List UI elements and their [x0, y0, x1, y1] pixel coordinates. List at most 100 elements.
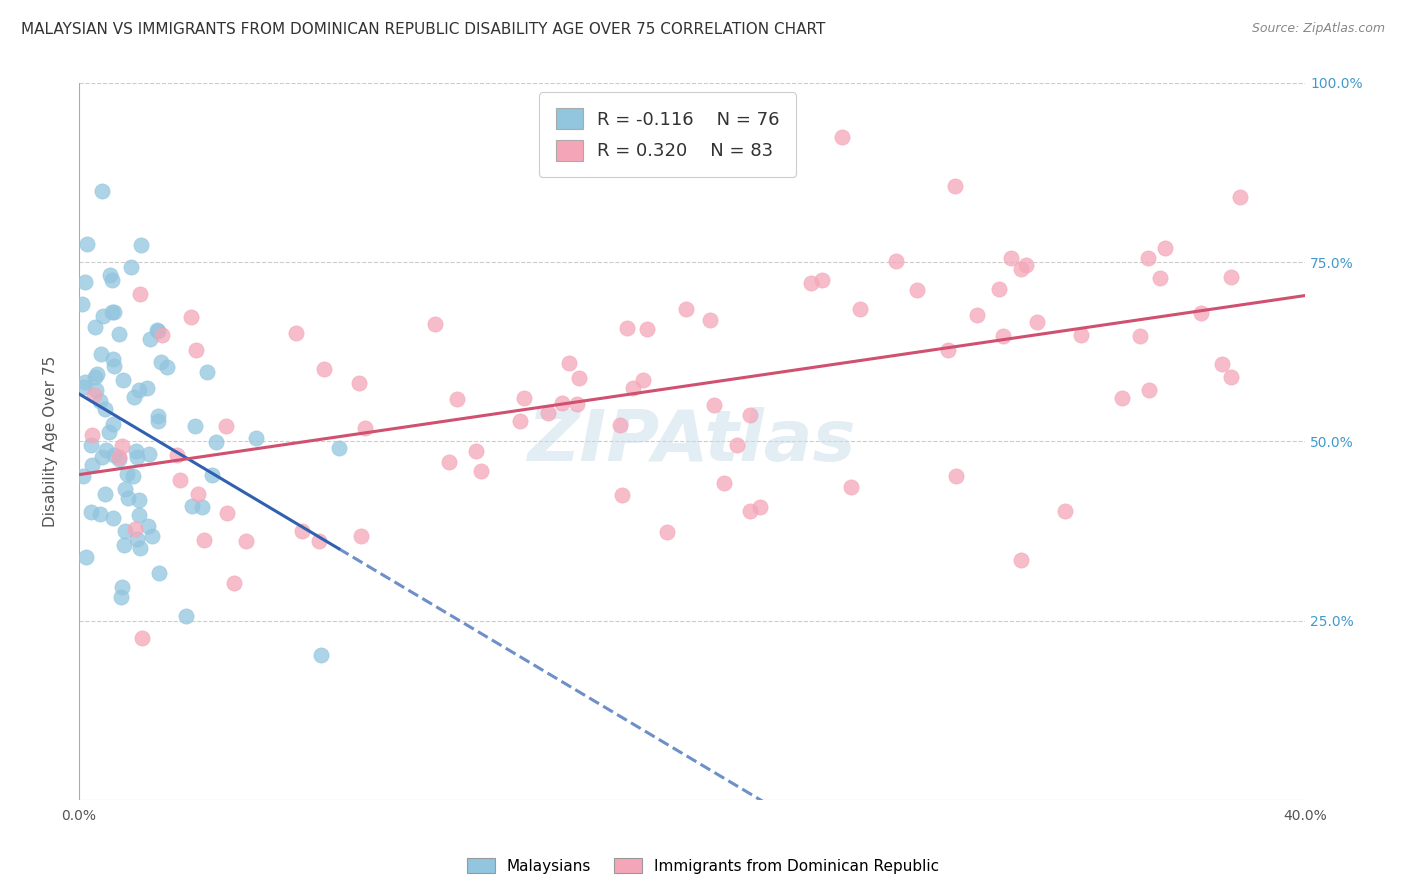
Point [101, 352, 124, 367]
Point [127, 450, 149, 464]
Point [423, 317, 446, 331]
Point [993, 329, 1015, 343]
Point [349, 376, 371, 390]
Point [138, 447, 160, 461]
Point [187, 487, 209, 501]
Point [91, 450, 114, 464]
Point [609, 417, 631, 432]
Point [72, 468, 94, 483]
Point [70, 296, 93, 310]
Point [1219, 369, 1241, 384]
Point [966, 308, 988, 322]
Point [103, 305, 125, 319]
Point [111, 439, 134, 453]
Point [83, 320, 105, 334]
Point [943, 178, 966, 193]
Point [748, 500, 770, 515]
Point [224, 576, 246, 591]
Point [636, 322, 658, 336]
Point [136, 519, 159, 533]
Point [146, 409, 169, 423]
Point [110, 591, 132, 605]
Point [76, 549, 98, 564]
Point [193, 533, 215, 547]
Point [551, 396, 574, 410]
Point [464, 444, 486, 458]
Point [135, 381, 157, 395]
Point [738, 504, 761, 518]
Text: ZIPAtlas: ZIPAtlas [527, 407, 856, 475]
Point [699, 313, 721, 327]
Point [354, 421, 377, 435]
Point [312, 362, 335, 376]
Point [184, 343, 207, 358]
Point [328, 442, 350, 456]
Point [76, 236, 98, 251]
Point [117, 467, 139, 481]
Point [675, 302, 697, 317]
Point [513, 391, 536, 405]
Point [308, 534, 330, 549]
Y-axis label: Disability Age Over 75: Disability Age Over 75 [44, 356, 58, 527]
Point [987, 282, 1010, 296]
Point [180, 310, 202, 325]
Point [245, 432, 267, 446]
Point [616, 320, 638, 334]
Point [108, 450, 131, 464]
Point [811, 273, 834, 287]
Point [350, 529, 373, 543]
Point [1011, 553, 1033, 567]
Point [176, 609, 198, 624]
Point [128, 384, 150, 398]
Point [509, 414, 531, 428]
Point [1154, 241, 1177, 255]
Legend: Malaysians, Immigrants from Dominican Republic: Malaysians, Immigrants from Dominican Re… [461, 852, 945, 880]
Point [98, 425, 121, 439]
Point [191, 500, 214, 514]
Point [146, 324, 169, 338]
Point [89, 394, 111, 409]
Point [114, 482, 136, 496]
Point [905, 283, 928, 297]
Point [1010, 261, 1032, 276]
Point [309, 648, 332, 663]
Point [1111, 392, 1133, 406]
Point [90, 346, 112, 360]
Point [89, 508, 111, 522]
Point [1015, 258, 1038, 272]
Point [146, 413, 169, 427]
Point [470, 464, 492, 478]
Point [83, 387, 105, 401]
Point [568, 370, 591, 384]
Point [1139, 383, 1161, 397]
Point [84, 383, 107, 397]
Point [120, 260, 142, 275]
Point [841, 480, 863, 494]
Point [725, 438, 748, 452]
Point [657, 525, 679, 540]
Point [936, 343, 959, 357]
Point [129, 541, 152, 555]
Point [156, 360, 179, 375]
Point [124, 444, 146, 458]
Point [565, 397, 588, 411]
Point [131, 632, 153, 646]
Point [86, 367, 108, 381]
Point [73, 380, 96, 394]
Point [1054, 504, 1077, 518]
Point [93, 402, 115, 417]
Point [1189, 306, 1212, 320]
Point [112, 538, 135, 552]
Point [703, 398, 725, 412]
Point [114, 524, 136, 539]
Point [150, 355, 173, 369]
Point [129, 287, 152, 301]
Point [215, 507, 238, 521]
Point [437, 455, 460, 469]
Point [111, 373, 134, 387]
Point [215, 419, 238, 434]
Point [141, 529, 163, 543]
Point [205, 435, 228, 450]
Point [82, 458, 104, 473]
Point [612, 488, 634, 502]
